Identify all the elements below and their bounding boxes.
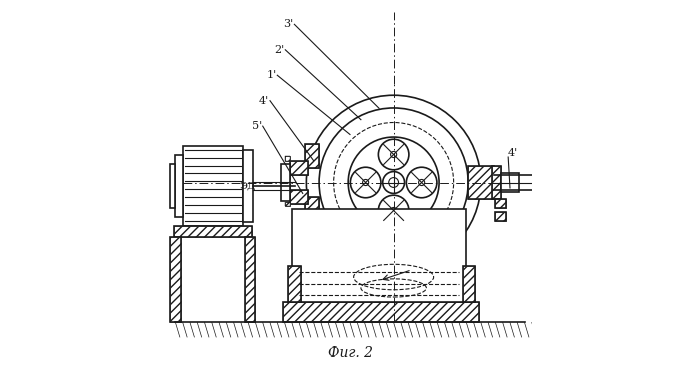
Bar <box>463 266 475 303</box>
Text: 4': 4' <box>259 96 270 106</box>
Bar <box>244 237 256 323</box>
Bar <box>290 161 308 175</box>
Bar <box>170 237 181 323</box>
Bar <box>170 237 181 323</box>
Bar <box>496 199 506 208</box>
Bar <box>174 226 252 237</box>
Circle shape <box>351 167 381 198</box>
Circle shape <box>379 139 409 170</box>
Bar <box>463 266 475 303</box>
Text: ЭД: ЭД <box>239 182 256 191</box>
Circle shape <box>389 178 398 187</box>
Bar <box>468 166 493 199</box>
Bar <box>284 174 290 179</box>
Bar <box>244 237 256 323</box>
Bar <box>292 209 466 303</box>
Bar <box>304 197 319 221</box>
Text: 2': 2' <box>274 45 284 55</box>
Bar <box>284 202 290 206</box>
Bar <box>288 266 301 303</box>
Bar <box>304 144 319 168</box>
Text: Фиг. 2: Фиг. 2 <box>328 346 372 360</box>
Bar <box>284 174 290 179</box>
Text: 5': 5' <box>252 121 262 131</box>
Bar <box>243 150 253 223</box>
Circle shape <box>419 180 425 185</box>
Circle shape <box>391 151 397 158</box>
Bar <box>304 144 319 168</box>
Circle shape <box>363 180 369 185</box>
Bar <box>284 156 290 161</box>
Text: 3': 3' <box>284 19 293 29</box>
Bar <box>284 193 290 197</box>
Bar <box>496 212 506 221</box>
Bar <box>183 146 243 226</box>
Bar <box>304 197 319 221</box>
Bar <box>496 199 506 208</box>
Bar <box>283 303 479 323</box>
Bar <box>284 165 290 170</box>
Circle shape <box>407 167 437 198</box>
Bar <box>288 266 301 303</box>
Bar <box>496 212 506 221</box>
Bar <box>170 164 175 208</box>
Bar <box>174 226 252 237</box>
Bar <box>284 184 290 188</box>
Bar <box>290 161 308 175</box>
Bar <box>284 184 290 188</box>
Bar <box>501 173 519 192</box>
Bar <box>468 166 493 199</box>
Circle shape <box>379 195 409 226</box>
Bar <box>492 166 501 199</box>
Text: 1': 1' <box>266 70 276 80</box>
Circle shape <box>383 172 405 193</box>
Bar <box>175 155 183 217</box>
Bar <box>290 190 308 204</box>
Text: 4': 4' <box>508 149 519 158</box>
Bar <box>492 166 501 199</box>
Bar <box>281 164 290 201</box>
Bar <box>284 156 290 161</box>
Circle shape <box>391 207 397 214</box>
Bar <box>284 165 290 170</box>
Bar <box>283 303 479 323</box>
Bar <box>284 193 290 197</box>
Bar <box>284 202 290 206</box>
Bar <box>290 190 308 204</box>
